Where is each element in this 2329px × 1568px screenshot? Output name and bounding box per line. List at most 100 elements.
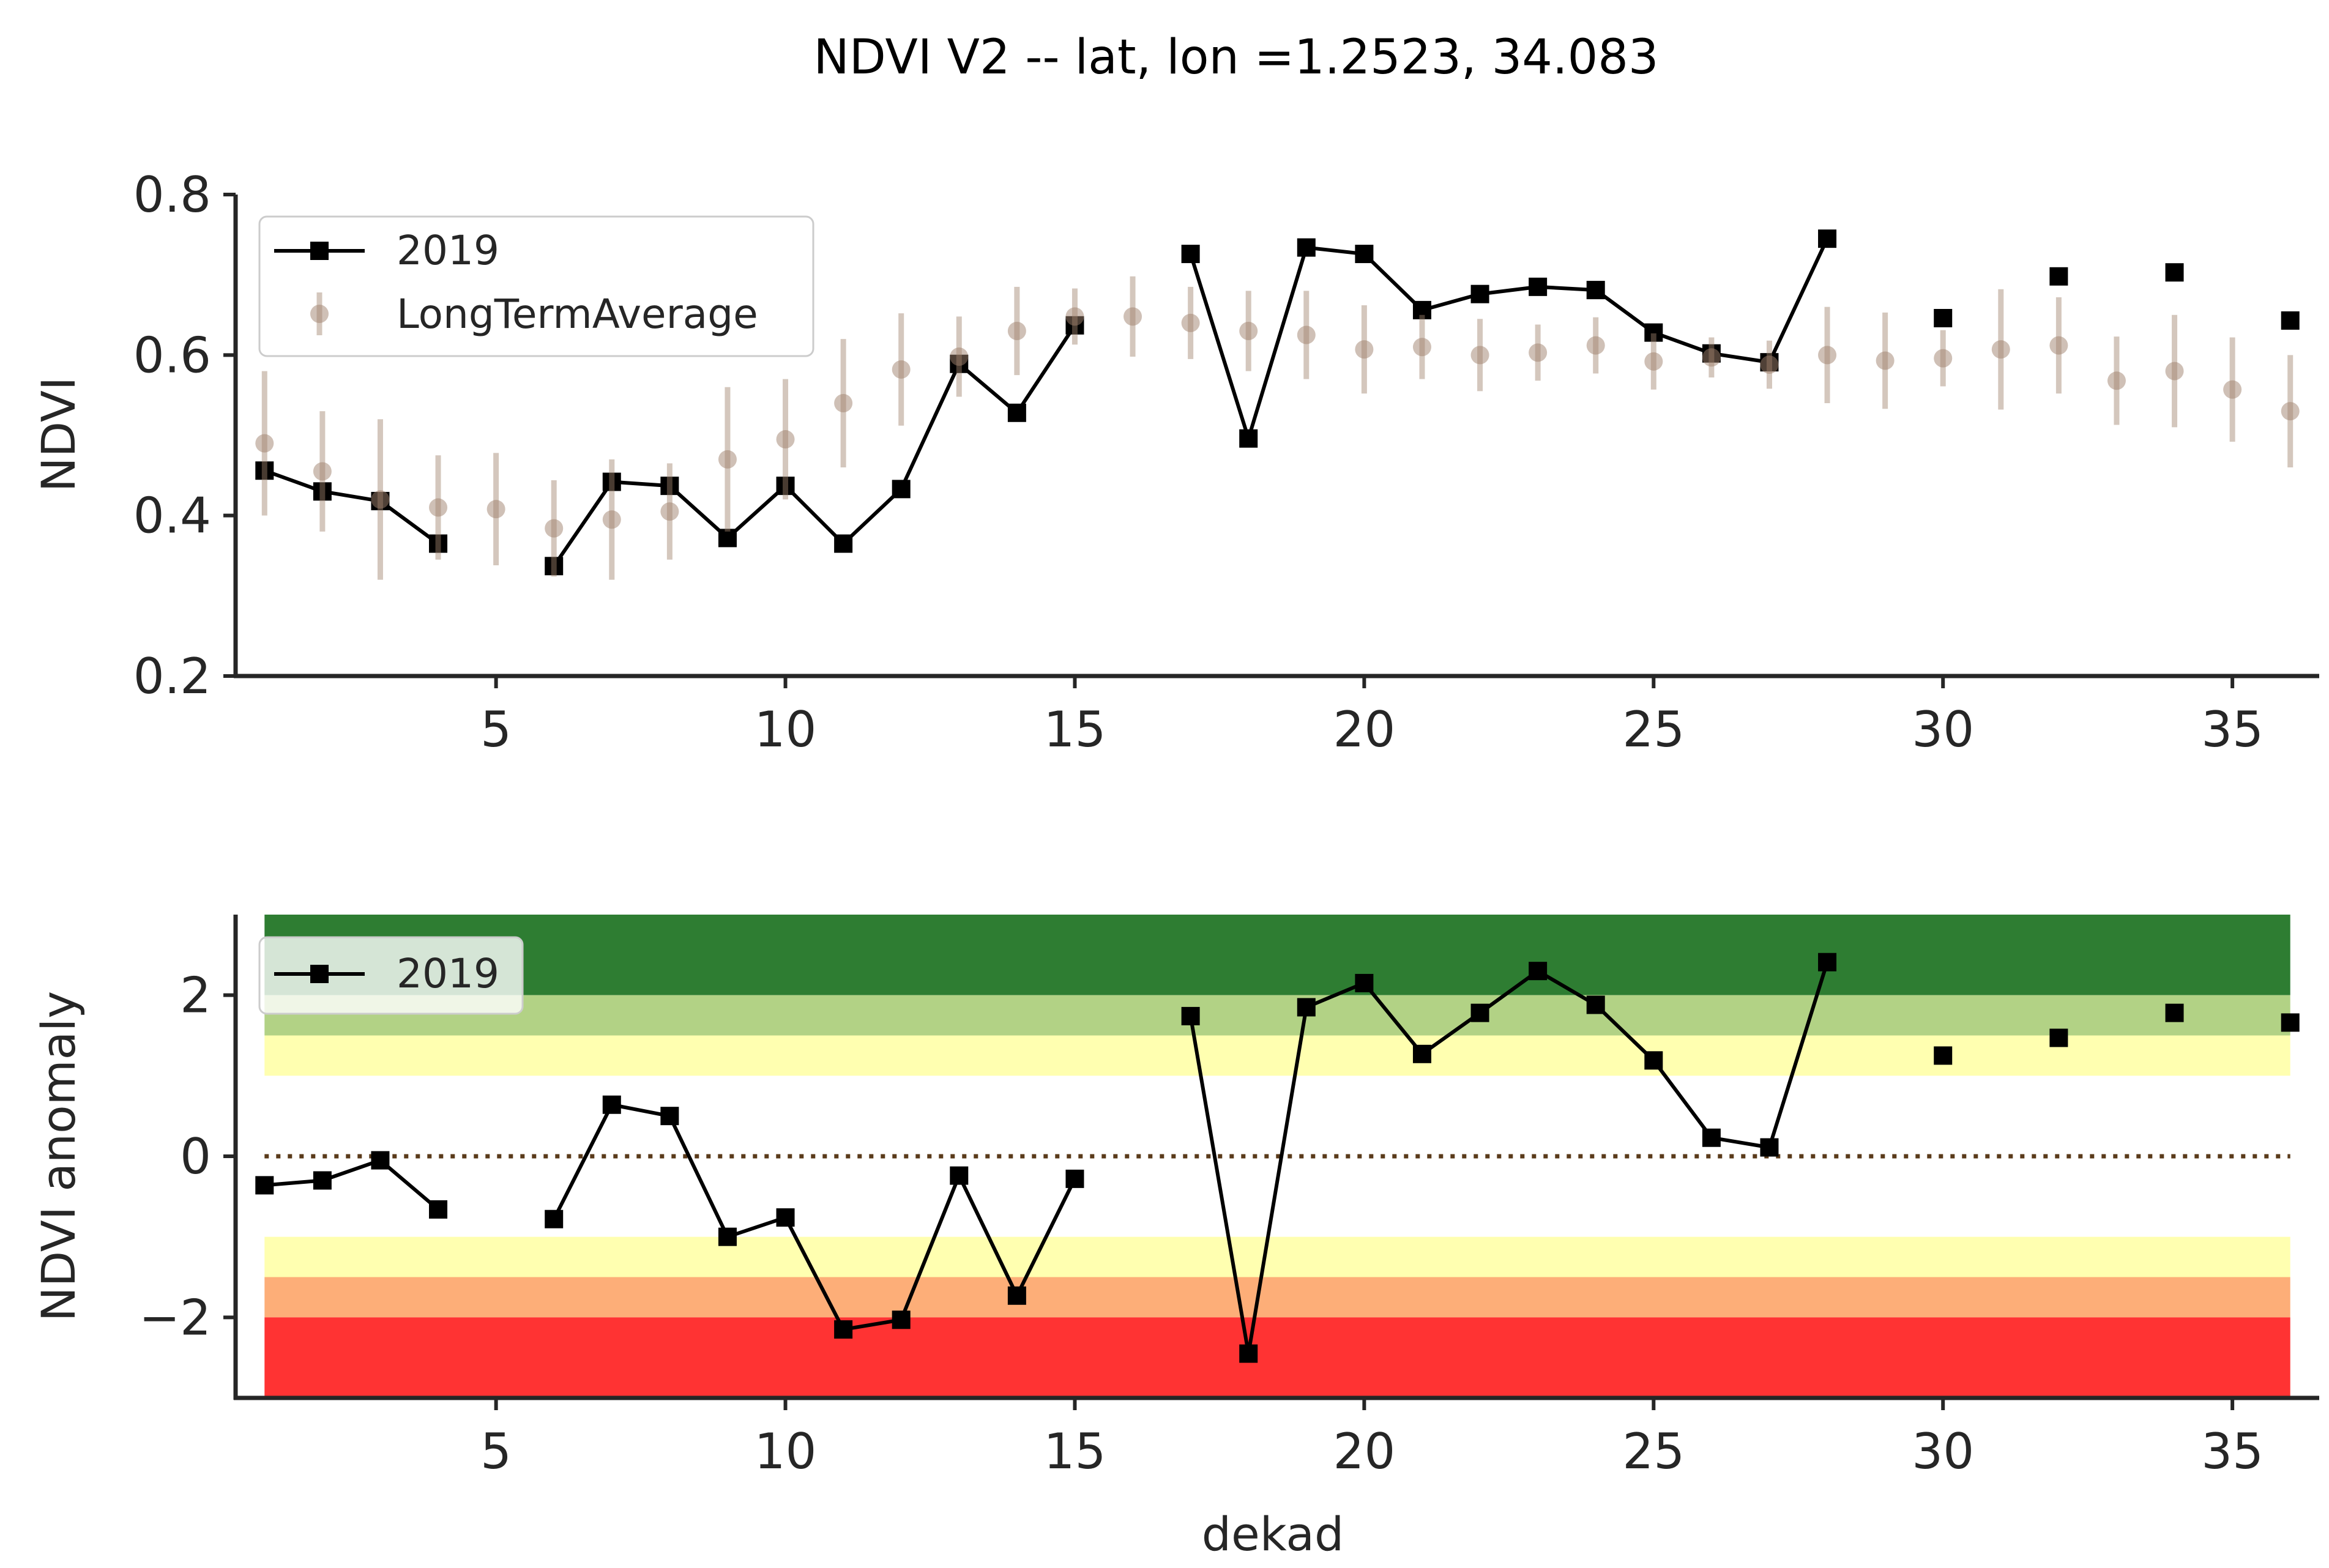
anomaly-band-1 xyxy=(264,995,2290,1036)
ndvi-lta-point xyxy=(1239,321,1258,340)
anomaly-bands-layer xyxy=(264,915,2290,1398)
ndvi-2019-point xyxy=(1355,245,1374,264)
anomaly-2019-point xyxy=(1586,995,1605,1014)
ndvi-x-tick-label: 5 xyxy=(480,701,512,758)
ndvi-2019-point xyxy=(1297,238,1316,257)
anomaly-legend: 2019 xyxy=(258,936,524,1015)
ndvi-lta-point xyxy=(2281,402,2300,421)
anomaly-2019-point xyxy=(1934,1046,1953,1065)
anomaly-y-tick-label: −2 xyxy=(139,1289,211,1346)
ndvi-lta-point xyxy=(1934,349,1953,368)
ndvi-2019-point xyxy=(313,482,332,501)
ndvi-2019-point xyxy=(545,557,564,576)
ndvi-legend-lta-label: LongTermAverage xyxy=(397,291,758,338)
ndvi-y-axis-label: NDVI xyxy=(31,377,86,492)
ndvi-lta-point xyxy=(2165,362,2184,381)
anomaly-2019-line-segment xyxy=(552,1102,1077,1332)
ndvi-lta-point xyxy=(1355,340,1374,359)
ndvi-y-tick-label: 0.6 xyxy=(133,327,211,384)
figure-title: NDVI V2 -- lat, lon =1.2523, 34.083 xyxy=(813,30,1658,85)
anomaly-x-tick-label: 15 xyxy=(1044,1423,1106,1480)
ndvi-2019-point xyxy=(2281,311,2300,330)
ndvi-lta-point xyxy=(1065,307,1084,326)
anomaly-2019-point xyxy=(1239,1344,1258,1363)
ndvi-lta-point xyxy=(1007,321,1026,340)
anomaly-2019-point xyxy=(1065,1169,1084,1188)
ndvi-lta-point xyxy=(1124,307,1142,326)
ndvi-lta-point xyxy=(371,490,390,509)
ndvi-lta-point xyxy=(892,360,911,379)
ndvi-legend-2019-marker xyxy=(310,242,329,260)
anomaly-y-tick-label: 0 xyxy=(180,1128,211,1185)
anomaly-2019-point xyxy=(1412,1044,1431,1063)
ndvi-lta-point xyxy=(2107,371,2126,390)
ndvi-2019-point xyxy=(2049,267,2068,286)
ndvi-2019-point xyxy=(1644,323,1663,342)
ndvi-lta-point xyxy=(429,498,448,517)
ndvi-y-tick-label: 0.4 xyxy=(133,488,211,544)
ndvi-2019-point xyxy=(429,534,448,553)
anomaly-marks-layer xyxy=(255,953,2300,1363)
ndvi-lta-point xyxy=(660,502,679,521)
anomaly-y-axis-label: NDVI anomaly xyxy=(31,991,86,1322)
ndvi-2019-point xyxy=(1412,300,1431,319)
ndvi-2019-point xyxy=(602,472,621,491)
anomaly-2019-point xyxy=(1297,998,1316,1017)
anomaly-band-0 xyxy=(264,915,2290,995)
ndvi-lta-point xyxy=(1818,346,1837,365)
ndvi-lta-point xyxy=(1470,346,1489,365)
ndvi-axes: 5 10 15 20 25 30 35 0.2 0.4 0.6 0.8 xyxy=(133,166,2319,758)
anomaly-axes: 5 10 15 20 25 30 35 −2 0 2 xyxy=(139,915,2319,1480)
anomaly-x-tick-label: 35 xyxy=(2201,1423,2264,1480)
ndvi-lta-point xyxy=(1702,348,1721,367)
anomaly-2019-line-segment xyxy=(1188,961,1829,1356)
ndvi-2019-point xyxy=(1239,429,1258,448)
anomaly-2019-point xyxy=(718,1227,737,1246)
ndvi-lta-point xyxy=(1297,325,1316,344)
anomaly-2019-point xyxy=(429,1200,448,1219)
ndvi-panel: 5 10 15 20 25 30 35 0.2 0.4 0.6 0.8 NDVI 2019 Long… xyxy=(31,166,2319,758)
ndvi-x-tick-label: 25 xyxy=(1622,701,1685,758)
ndvi-lta-point xyxy=(1412,338,1431,357)
ndvi-lta-point xyxy=(602,510,621,529)
ndvi-x-tick-label: 20 xyxy=(1333,701,1395,758)
ndvi-lta-point xyxy=(950,347,969,366)
ndvi-2019-point xyxy=(776,477,795,496)
anomaly-2019-point xyxy=(1355,973,1374,992)
anomaly-band-2 xyxy=(264,1035,2290,1076)
anomaly-2019-point xyxy=(602,1095,621,1114)
ndvi-2019-point xyxy=(2165,263,2184,282)
anomaly-2019-point xyxy=(1818,953,1837,972)
anomaly-2019-point xyxy=(2281,1013,2300,1032)
ndvi-lta-point xyxy=(313,462,332,481)
anomaly-2019-point xyxy=(255,1176,274,1195)
ndvi-2019-line-segment xyxy=(1188,237,1829,440)
anomaly-x-axis-label: dekad xyxy=(1202,1507,1344,1561)
ndvi-2019-point xyxy=(1586,281,1605,300)
anomaly-x-tick-label: 20 xyxy=(1333,1423,1395,1480)
ndvi-lta-point xyxy=(2049,336,2068,355)
ndvi-lta-point xyxy=(545,519,564,538)
anomaly-2019-point xyxy=(1470,1003,1489,1022)
anomaly-legend-2019-marker xyxy=(310,965,329,983)
anomaly-2019-point xyxy=(1760,1138,1779,1157)
ndvi-legend-frame xyxy=(258,215,814,357)
ndvi-2019-line-segment xyxy=(552,324,1076,568)
anomaly-panel: 5 10 15 20 25 30 35 −2 0 2 NDVI anomaly dekad 201… xyxy=(31,915,2319,1561)
ndvi-2019-point xyxy=(1529,277,1548,296)
ndvi-2019-point xyxy=(834,534,853,553)
anomaly-x-tick-label: 25 xyxy=(1622,1423,1685,1480)
ndvi-lta-point xyxy=(1529,343,1548,362)
ndvi-lta-point xyxy=(1760,355,1779,374)
anomaly-band-3 xyxy=(264,1236,2290,1277)
anomaly-legend-2019-label: 2019 xyxy=(397,950,499,997)
anomaly-x-tick-label: 5 xyxy=(480,1423,512,1480)
ndvi-lta-point xyxy=(1991,340,2010,359)
ndvi-lta-point xyxy=(1181,313,1200,332)
ndvi-y-tick-label: 0.2 xyxy=(133,648,211,705)
ndvi-lta-point xyxy=(834,394,853,413)
anomaly-x-tick-label: 10 xyxy=(755,1423,817,1480)
anomaly-x-tick-label: 30 xyxy=(1912,1423,1974,1480)
ndvi-x-tick-label: 35 xyxy=(2201,701,2264,758)
